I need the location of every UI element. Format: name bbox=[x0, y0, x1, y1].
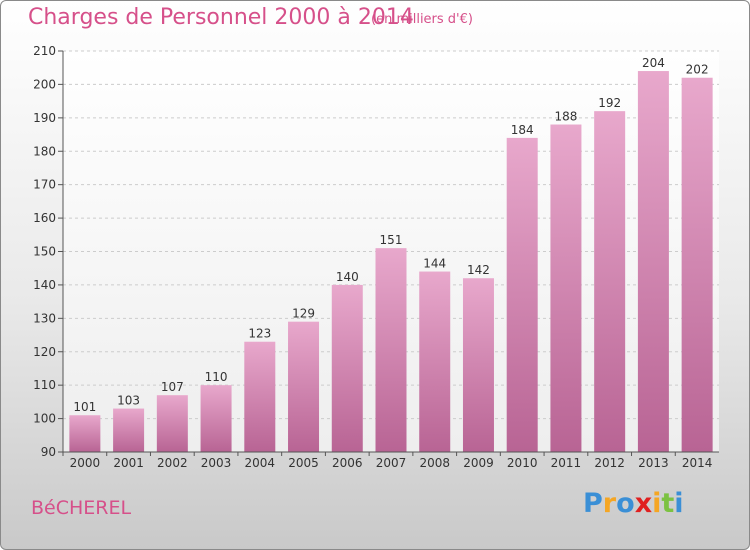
bar bbox=[113, 408, 145, 452]
bar bbox=[550, 124, 582, 453]
y-tick-label: 120 bbox=[33, 345, 56, 359]
logo-letter: i bbox=[674, 488, 684, 519]
x-tick-label: 2000 bbox=[70, 456, 101, 470]
y-tick-label: 190 bbox=[33, 111, 56, 125]
chart-title: Charges de Personnel 2000 à 2014 bbox=[28, 5, 414, 30]
x-tick-label: 2007 bbox=[376, 456, 407, 470]
x-tick-label: 2008 bbox=[419, 456, 450, 470]
data-label: 101 bbox=[73, 400, 96, 414]
bar bbox=[594, 111, 626, 453]
data-label: 188 bbox=[554, 110, 577, 124]
data-label: 151 bbox=[380, 233, 403, 247]
logo-letter: o bbox=[616, 488, 635, 519]
data-label: 107 bbox=[161, 380, 184, 394]
proxiti-logo: Proxiti bbox=[583, 488, 684, 519]
y-tick-label: 110 bbox=[33, 378, 56, 392]
y-tick-label: 180 bbox=[33, 144, 56, 158]
y-tick-label: 170 bbox=[33, 178, 56, 192]
bar bbox=[637, 71, 669, 453]
bar bbox=[375, 248, 407, 452]
logo-letter: x bbox=[634, 488, 653, 519]
data-label: 144 bbox=[423, 257, 446, 271]
y-tick-label: 90 bbox=[41, 445, 56, 459]
logo-letter: t bbox=[661, 488, 675, 519]
data-label: 192 bbox=[598, 96, 621, 110]
x-tick-label: 2012 bbox=[594, 456, 625, 470]
data-label: 202 bbox=[686, 63, 709, 77]
logo-letter: i bbox=[652, 488, 662, 519]
chart-subtitle: (en milliers d'€) bbox=[371, 12, 473, 27]
x-tick-label: 2005 bbox=[288, 456, 319, 470]
y-tick-label: 210 bbox=[33, 44, 56, 58]
data-label: 123 bbox=[248, 327, 271, 341]
data-label: 140 bbox=[336, 270, 359, 284]
bar bbox=[331, 284, 363, 452]
bar bbox=[506, 137, 538, 452]
y-tick-label: 130 bbox=[33, 311, 56, 325]
bar bbox=[244, 341, 276, 452]
bar bbox=[200, 385, 232, 452]
x-tick-label: 2009 bbox=[463, 456, 494, 470]
x-tick-label: 2003 bbox=[201, 456, 232, 470]
data-label: 184 bbox=[511, 123, 534, 137]
data-label: 142 bbox=[467, 263, 490, 277]
bar bbox=[681, 77, 713, 452]
data-label: 103 bbox=[117, 394, 140, 408]
bar bbox=[419, 271, 451, 452]
x-tick-label: 2001 bbox=[113, 456, 144, 470]
x-tick-label: 2014 bbox=[682, 456, 713, 470]
y-tick-label: 100 bbox=[33, 412, 56, 426]
logo-letter: r bbox=[602, 488, 617, 519]
data-label: 129 bbox=[292, 307, 315, 321]
y-tick-label: 150 bbox=[33, 245, 56, 259]
commune-name: BéCHEREL bbox=[31, 497, 132, 519]
x-tick-label: 2004 bbox=[245, 456, 276, 470]
logo-letter: P bbox=[583, 488, 603, 519]
bar bbox=[462, 278, 494, 452]
bar bbox=[69, 415, 101, 452]
x-tick-label: 2006 bbox=[332, 456, 363, 470]
x-tick-label: 2011 bbox=[551, 456, 582, 470]
y-tick-label: 200 bbox=[33, 77, 56, 91]
y-tick-label: 160 bbox=[33, 211, 56, 225]
bar bbox=[156, 395, 188, 452]
x-tick-label: 2013 bbox=[638, 456, 669, 470]
data-label: 110 bbox=[205, 370, 228, 384]
y-tick-label: 140 bbox=[33, 278, 56, 292]
data-label: 204 bbox=[642, 56, 665, 70]
x-tick-label: 2010 bbox=[507, 456, 538, 470]
bar bbox=[288, 321, 320, 452]
x-tick-label: 2002 bbox=[157, 456, 188, 470]
